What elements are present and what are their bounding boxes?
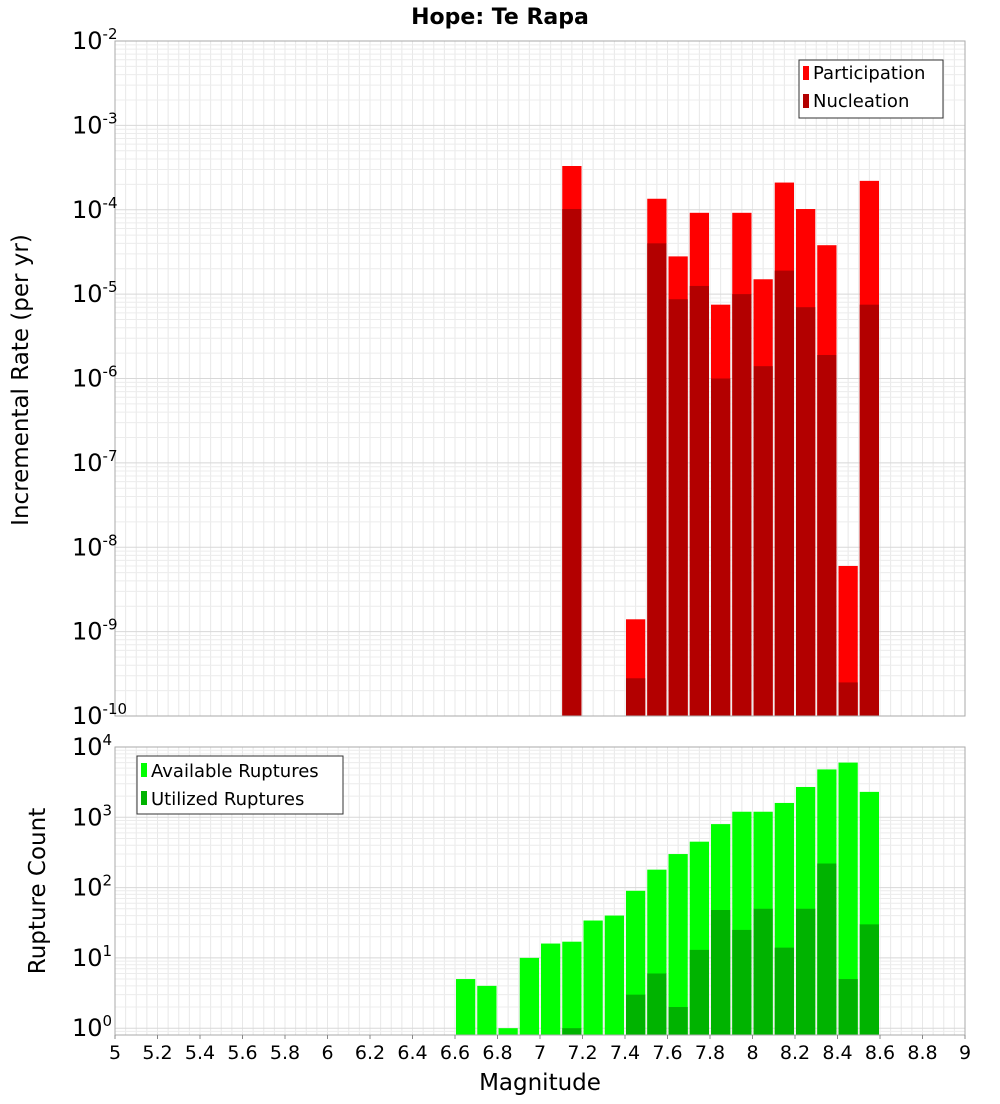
bottom-bar-available-ruptures — [477, 985, 497, 1035]
bottom-bar-utilized-ruptures — [838, 979, 858, 1035]
top-bar-nucleation — [796, 307, 816, 716]
x-tick-label: 5 — [109, 1042, 121, 1064]
top-bar-nucleation — [732, 294, 752, 716]
bottom-y-tick-label: 103 — [72, 801, 112, 831]
top-y-tick-label: 10-8 — [72, 531, 118, 561]
x-tick-label: 7.6 — [652, 1042, 682, 1064]
top-bar-nucleation — [626, 678, 646, 716]
top-bar-nucleation — [711, 378, 731, 716]
bottom-bar-utilized-ruptures — [668, 1007, 688, 1035]
bottom-bar-available-ruptures — [541, 943, 561, 1035]
bottom-bar-utilized-ruptures — [562, 1028, 582, 1035]
legend-label-available: Available Ruptures — [151, 761, 319, 782]
top-legend-box — [798, 59, 944, 119]
x-tick-label: 5.2 — [142, 1042, 172, 1064]
top-bar-nucleation — [753, 366, 773, 716]
bottom-bar-utilized-ruptures — [689, 949, 709, 1035]
bottom-bar-utilized-ruptures — [647, 973, 667, 1035]
bottom-bar-available-ruptures — [838, 762, 858, 1035]
bottom-bar-utilized-ruptures — [817, 863, 837, 1035]
x-tick-label: 5.8 — [270, 1042, 300, 1064]
top-bar-participation — [838, 565, 858, 716]
top-bar-nucleation — [817, 354, 837, 716]
bottom-bar-utilized-ruptures — [859, 924, 879, 1035]
legend-swatch-utilized — [141, 791, 147, 805]
top-series-1 — [562, 209, 879, 717]
top-bar-nucleation — [774, 270, 794, 716]
top-y-ticks: 10-2 10-3 10-4 10-5 10-6 10-7 10-8 10-9 10-10 — [72, 25, 127, 730]
top-bar-nucleation — [647, 243, 667, 717]
bottom-bar-utilized-ruptures — [796, 908, 816, 1035]
x-tick-label: 8.2 — [780, 1042, 810, 1064]
bottom-bar-available-ruptures — [456, 979, 476, 1035]
bottom-y-axis-label: Rupture Count — [25, 808, 51, 974]
top-y-tick-label: 10-3 — [72, 109, 118, 139]
x-tick-label: 6.8 — [482, 1042, 512, 1064]
x-tick-label: 7 — [534, 1042, 546, 1064]
x-tick-label: 8.8 — [907, 1042, 937, 1064]
top-y-tick-label: 10-6 — [72, 363, 118, 393]
top-bar-nucleation — [668, 299, 688, 716]
x-tick-label: 6.4 — [397, 1042, 427, 1064]
x-tick-label: 6.2 — [355, 1042, 385, 1064]
bottom-bar-available-ruptures — [519, 957, 539, 1035]
x-tick-label: 5.4 — [185, 1042, 215, 1064]
top-y-tick-label: 10-2 — [72, 25, 118, 55]
legend-label-nucleation: Nucleation — [813, 91, 909, 112]
legend-label-utilized: Utilized Ruptures — [151, 789, 304, 810]
bottom-bar-available-ruptures — [583, 920, 603, 1035]
bottom-y-tick-label: 104 — [72, 731, 112, 761]
top-bar-nucleation — [562, 209, 582, 716]
bottom-bar-utilized-ruptures — [753, 908, 773, 1035]
x-tick-label: 7.8 — [695, 1042, 725, 1064]
bottom-series-1 — [562, 863, 879, 1035]
bottom-y-ticks: 104 103 102 101 100 — [72, 731, 112, 1042]
legend-swatch-nucleation — [803, 94, 809, 108]
top-y-tick-label: 10-7 — [72, 447, 118, 477]
top-plot-frame — [114, 40, 966, 717]
bottom-y-tick-label: 102 — [72, 872, 112, 902]
x-tick-label: 7.2 — [567, 1042, 597, 1064]
bottom-bar-available-ruptures — [668, 854, 688, 1035]
bottom-bar-available-ruptures — [604, 915, 624, 1035]
x-tick-label: 6.6 — [440, 1042, 470, 1064]
x-tick-label: 8.4 — [822, 1042, 852, 1064]
x-tick-label: 5.6 — [227, 1042, 257, 1064]
x-ticks: 5 5.2 5.4 5.6 5.8 6 6.2 6.4 6.6 6.8 7 7.2 7.4 7.6 7.8 8… — [109, 1035, 971, 1064]
top-bar-nucleation — [689, 285, 709, 716]
bottom-legend-box — [136, 755, 344, 815]
legend-swatch-available — [141, 763, 147, 777]
top-y-tick-label: 10-4 — [72, 194, 118, 224]
top-y-tick-label: 10-10 — [72, 700, 127, 730]
bottom-bar-utilized-ruptures — [732, 929, 752, 1035]
bottom-bar-available-ruptures — [562, 941, 582, 1035]
bottom-bar-utilized-ruptures — [711, 910, 731, 1035]
x-tick-label: 8 — [746, 1042, 758, 1064]
bottom-legend: Available Ruptures Utilized Ruptures — [136, 755, 344, 815]
top-grid — [114, 41, 966, 717]
top-legend: Participation Nucleation — [798, 59, 944, 119]
x-tick-label: 8.6 — [865, 1042, 895, 1064]
bottom-bar-utilized-ruptures — [774, 947, 794, 1035]
bottom-bar-available-ruptures — [498, 1028, 518, 1035]
x-tick-label: 6 — [321, 1042, 333, 1064]
chart-title: Hope: Te Rapa — [411, 5, 589, 30]
x-tick-label: 9 — [959, 1042, 971, 1064]
legend-label-participation: Participation — [813, 63, 925, 84]
bottom-y-tick-label: 100 — [72, 1012, 112, 1042]
x-tick-label: 7.4 — [610, 1042, 640, 1064]
legend-swatch-participation — [803, 66, 809, 80]
top-chart-panel: 10-2 10-3 10-4 10-5 10-6 10-7 10-8 10-9 10-10 — [72, 25, 966, 730]
top-y-axis-label: Incremental Rate (per yr) — [8, 234, 34, 526]
top-bar-nucleation — [859, 304, 879, 716]
x-axis-label: Magnitude — [479, 1070, 601, 1096]
top-y-tick-label: 10-5 — [72, 278, 118, 308]
bottom-y-tick-label: 101 — [72, 942, 112, 972]
top-bar-nucleation — [838, 682, 858, 716]
bottom-bar-utilized-ruptures — [626, 994, 646, 1035]
top-y-tick-label: 10-9 — [72, 616, 118, 646]
